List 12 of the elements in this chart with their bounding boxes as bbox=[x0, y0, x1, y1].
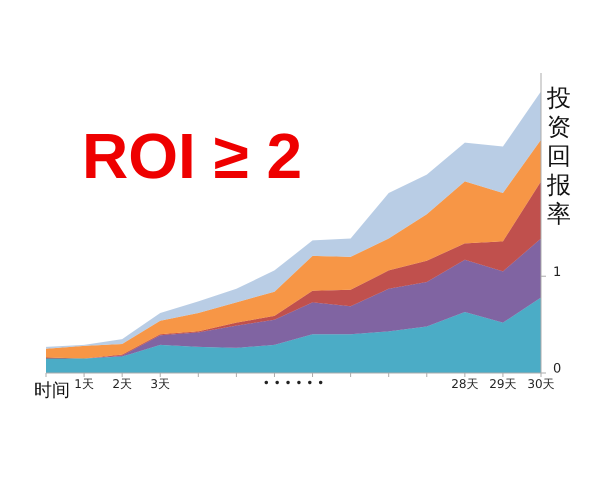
x-tick-label: 30天 bbox=[527, 377, 555, 391]
x-tick-label: 1天 bbox=[74, 377, 94, 391]
text: ROI ≥ 2 bbox=[82, 120, 302, 192]
x-tick-label: 2天 bbox=[112, 377, 132, 391]
x-tick-label: 28天 bbox=[451, 377, 478, 391]
y-axis-title: 投资回报率 bbox=[546, 84, 571, 228]
y-tick-label: 1 bbox=[553, 264, 562, 280]
x-tick-label: 3天 bbox=[150, 377, 170, 391]
y-tick-label: 0 bbox=[553, 362, 562, 377]
x-axis-title: 时间 bbox=[34, 380, 70, 401]
x-tick-label: 29天 bbox=[489, 377, 517, 391]
text: • • • • • • bbox=[262, 376, 324, 390]
